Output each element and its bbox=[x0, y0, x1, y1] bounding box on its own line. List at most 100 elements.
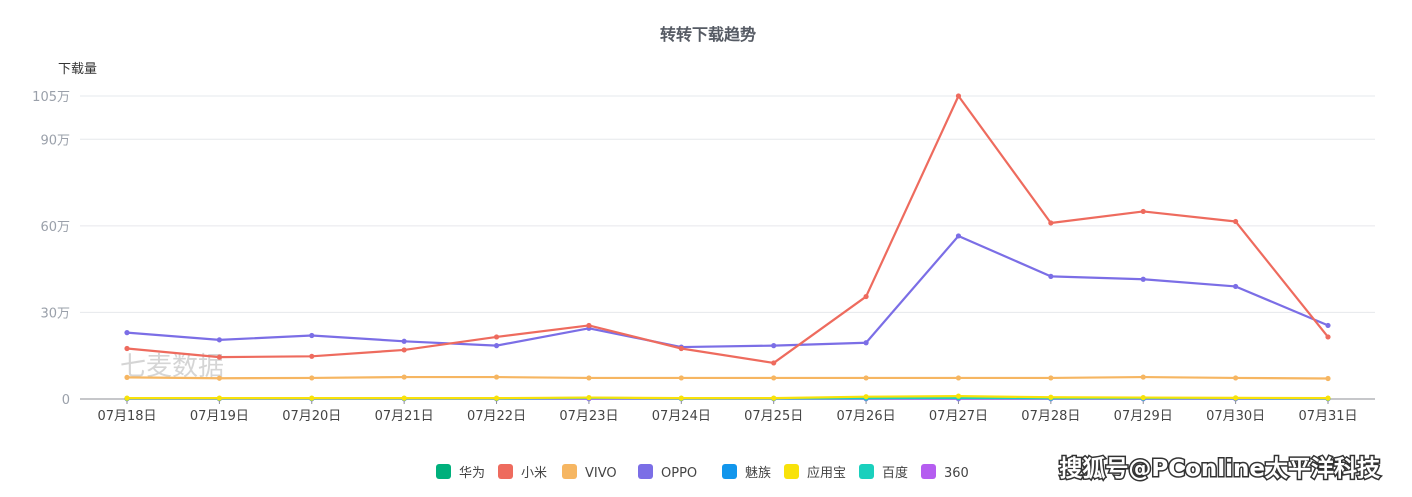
y-axis-label: 下载量 bbox=[58, 62, 97, 77]
legend-label: 小米 bbox=[521, 466, 547, 481]
legend-swatch bbox=[562, 464, 577, 479]
x-tick-label: 07月20日 bbox=[282, 409, 341, 424]
series-line bbox=[126, 94, 1329, 365]
data-point bbox=[401, 395, 407, 401]
data-point bbox=[216, 337, 222, 343]
legend-item-7[interactable]: 百度 bbox=[859, 464, 908, 481]
data-point bbox=[124, 395, 130, 401]
legend-label: 百度 bbox=[882, 465, 908, 481]
data-point bbox=[401, 347, 407, 353]
data-point bbox=[1325, 375, 1331, 382]
data-point bbox=[1048, 394, 1054, 400]
x-tick-label: 07月31日 bbox=[1298, 409, 1357, 424]
series-4 bbox=[124, 233, 1331, 350]
legend-item-6[interactable]: 应用宝 bbox=[784, 464, 846, 481]
y-axis-ticks: 0 30万 60万 90万 105万 bbox=[32, 90, 70, 408]
x-axis: 07月18日 07月19日 07月20日 07月21日 07月22日 07月23日 07月2… bbox=[80, 398, 1375, 424]
data-point bbox=[678, 375, 684, 381]
data-point bbox=[401, 374, 407, 380]
data-point bbox=[771, 375, 777, 381]
data-point bbox=[309, 332, 315, 339]
credit-text: 搜狐号@PConline太平洋科技 bbox=[1059, 455, 1381, 482]
y-tick-label: 90万 bbox=[40, 133, 70, 148]
data-point bbox=[771, 395, 777, 401]
series-group bbox=[124, 93, 1331, 402]
data-point bbox=[216, 395, 222, 401]
series-line bbox=[126, 234, 1329, 349]
data-point bbox=[309, 395, 315, 401]
x-tick-label: 07月26日 bbox=[837, 409, 896, 424]
data-point bbox=[771, 360, 777, 366]
legend-swatch bbox=[859, 464, 874, 479]
data-point bbox=[863, 394, 869, 400]
series-line bbox=[126, 375, 1329, 380]
legend-item-5[interactable]: 魅族 bbox=[722, 464, 771, 481]
data-point bbox=[586, 394, 592, 401]
data-point bbox=[216, 375, 222, 381]
data-point bbox=[1325, 322, 1331, 329]
legend-item-2[interactable]: 小米 bbox=[498, 464, 547, 481]
series-line bbox=[127, 395, 1329, 400]
data-point bbox=[1140, 394, 1146, 401]
x-tick-label: 07月21日 bbox=[375, 409, 434, 424]
data-point bbox=[124, 345, 130, 352]
legend-label: VIVO bbox=[585, 466, 617, 481]
x-tick-label: 07月19日 bbox=[190, 409, 249, 424]
legend-item-8[interactable]: 360 bbox=[921, 464, 969, 481]
x-tick-label: 07月25日 bbox=[744, 409, 803, 424]
data-point bbox=[863, 375, 869, 381]
x-tick-label: 07月28日 bbox=[1021, 409, 1080, 424]
x-tick-label: 07月22日 bbox=[467, 409, 526, 424]
series-2 bbox=[124, 93, 1331, 366]
data-point bbox=[401, 338, 407, 344]
legend-label: 应用宝 bbox=[807, 465, 846, 481]
data-point bbox=[1140, 276, 1146, 282]
y-tick-label: 105万 bbox=[32, 90, 70, 105]
data-point bbox=[955, 375, 962, 381]
y-tick-label: 30万 bbox=[40, 306, 70, 321]
y-tick-label: 60万 bbox=[40, 220, 70, 235]
grid-lines bbox=[80, 95, 1375, 313]
series-6 bbox=[124, 393, 1331, 401]
data-point bbox=[1325, 395, 1331, 401]
x-tick-label: 07月29日 bbox=[1114, 409, 1173, 424]
data-point bbox=[678, 395, 684, 401]
data-point bbox=[955, 93, 962, 99]
data-point bbox=[1325, 334, 1331, 340]
legend-swatch bbox=[436, 464, 451, 479]
x-tick-label: 07月23日 bbox=[559, 409, 618, 424]
data-point bbox=[493, 334, 500, 340]
legend-swatch bbox=[784, 464, 799, 479]
data-point bbox=[124, 330, 130, 336]
data-point bbox=[1233, 283, 1239, 290]
x-tick-label: 07月27日 bbox=[929, 409, 988, 424]
legend-swatch bbox=[638, 464, 653, 479]
y-tick-label: 0 bbox=[62, 393, 70, 408]
data-point bbox=[1048, 273, 1054, 279]
legend-item-4[interactable]: OPPO bbox=[638, 464, 697, 481]
data-point bbox=[678, 345, 684, 352]
legend-label: 360 bbox=[944, 466, 969, 481]
data-point bbox=[863, 293, 869, 300]
x-tick-label: 07月24日 bbox=[652, 409, 711, 424]
data-point bbox=[309, 375, 315, 381]
data-point bbox=[1048, 220, 1054, 226]
data-point bbox=[1048, 375, 1054, 381]
data-point bbox=[1140, 374, 1146, 380]
data-point bbox=[1233, 395, 1239, 401]
legend-swatch bbox=[921, 464, 936, 479]
data-point bbox=[586, 375, 592, 381]
chart-title: 转转下载趋势 bbox=[660, 25, 756, 44]
data-point bbox=[1233, 218, 1239, 225]
data-point bbox=[216, 354, 222, 360]
data-point bbox=[309, 353, 315, 359]
data-point bbox=[771, 343, 777, 349]
legend-item-3[interactable]: VIVO bbox=[562, 464, 617, 481]
x-tick-label: 07月18日 bbox=[97, 409, 156, 424]
legend-item-1[interactable]: 华为 bbox=[436, 464, 485, 481]
data-point bbox=[586, 322, 592, 329]
data-point bbox=[1233, 375, 1239, 381]
legend-swatch bbox=[722, 464, 737, 479]
legend[interactable]: 华为 小米 VIVO OPPO 魅族 应用宝 百度 360 bbox=[436, 464, 969, 481]
